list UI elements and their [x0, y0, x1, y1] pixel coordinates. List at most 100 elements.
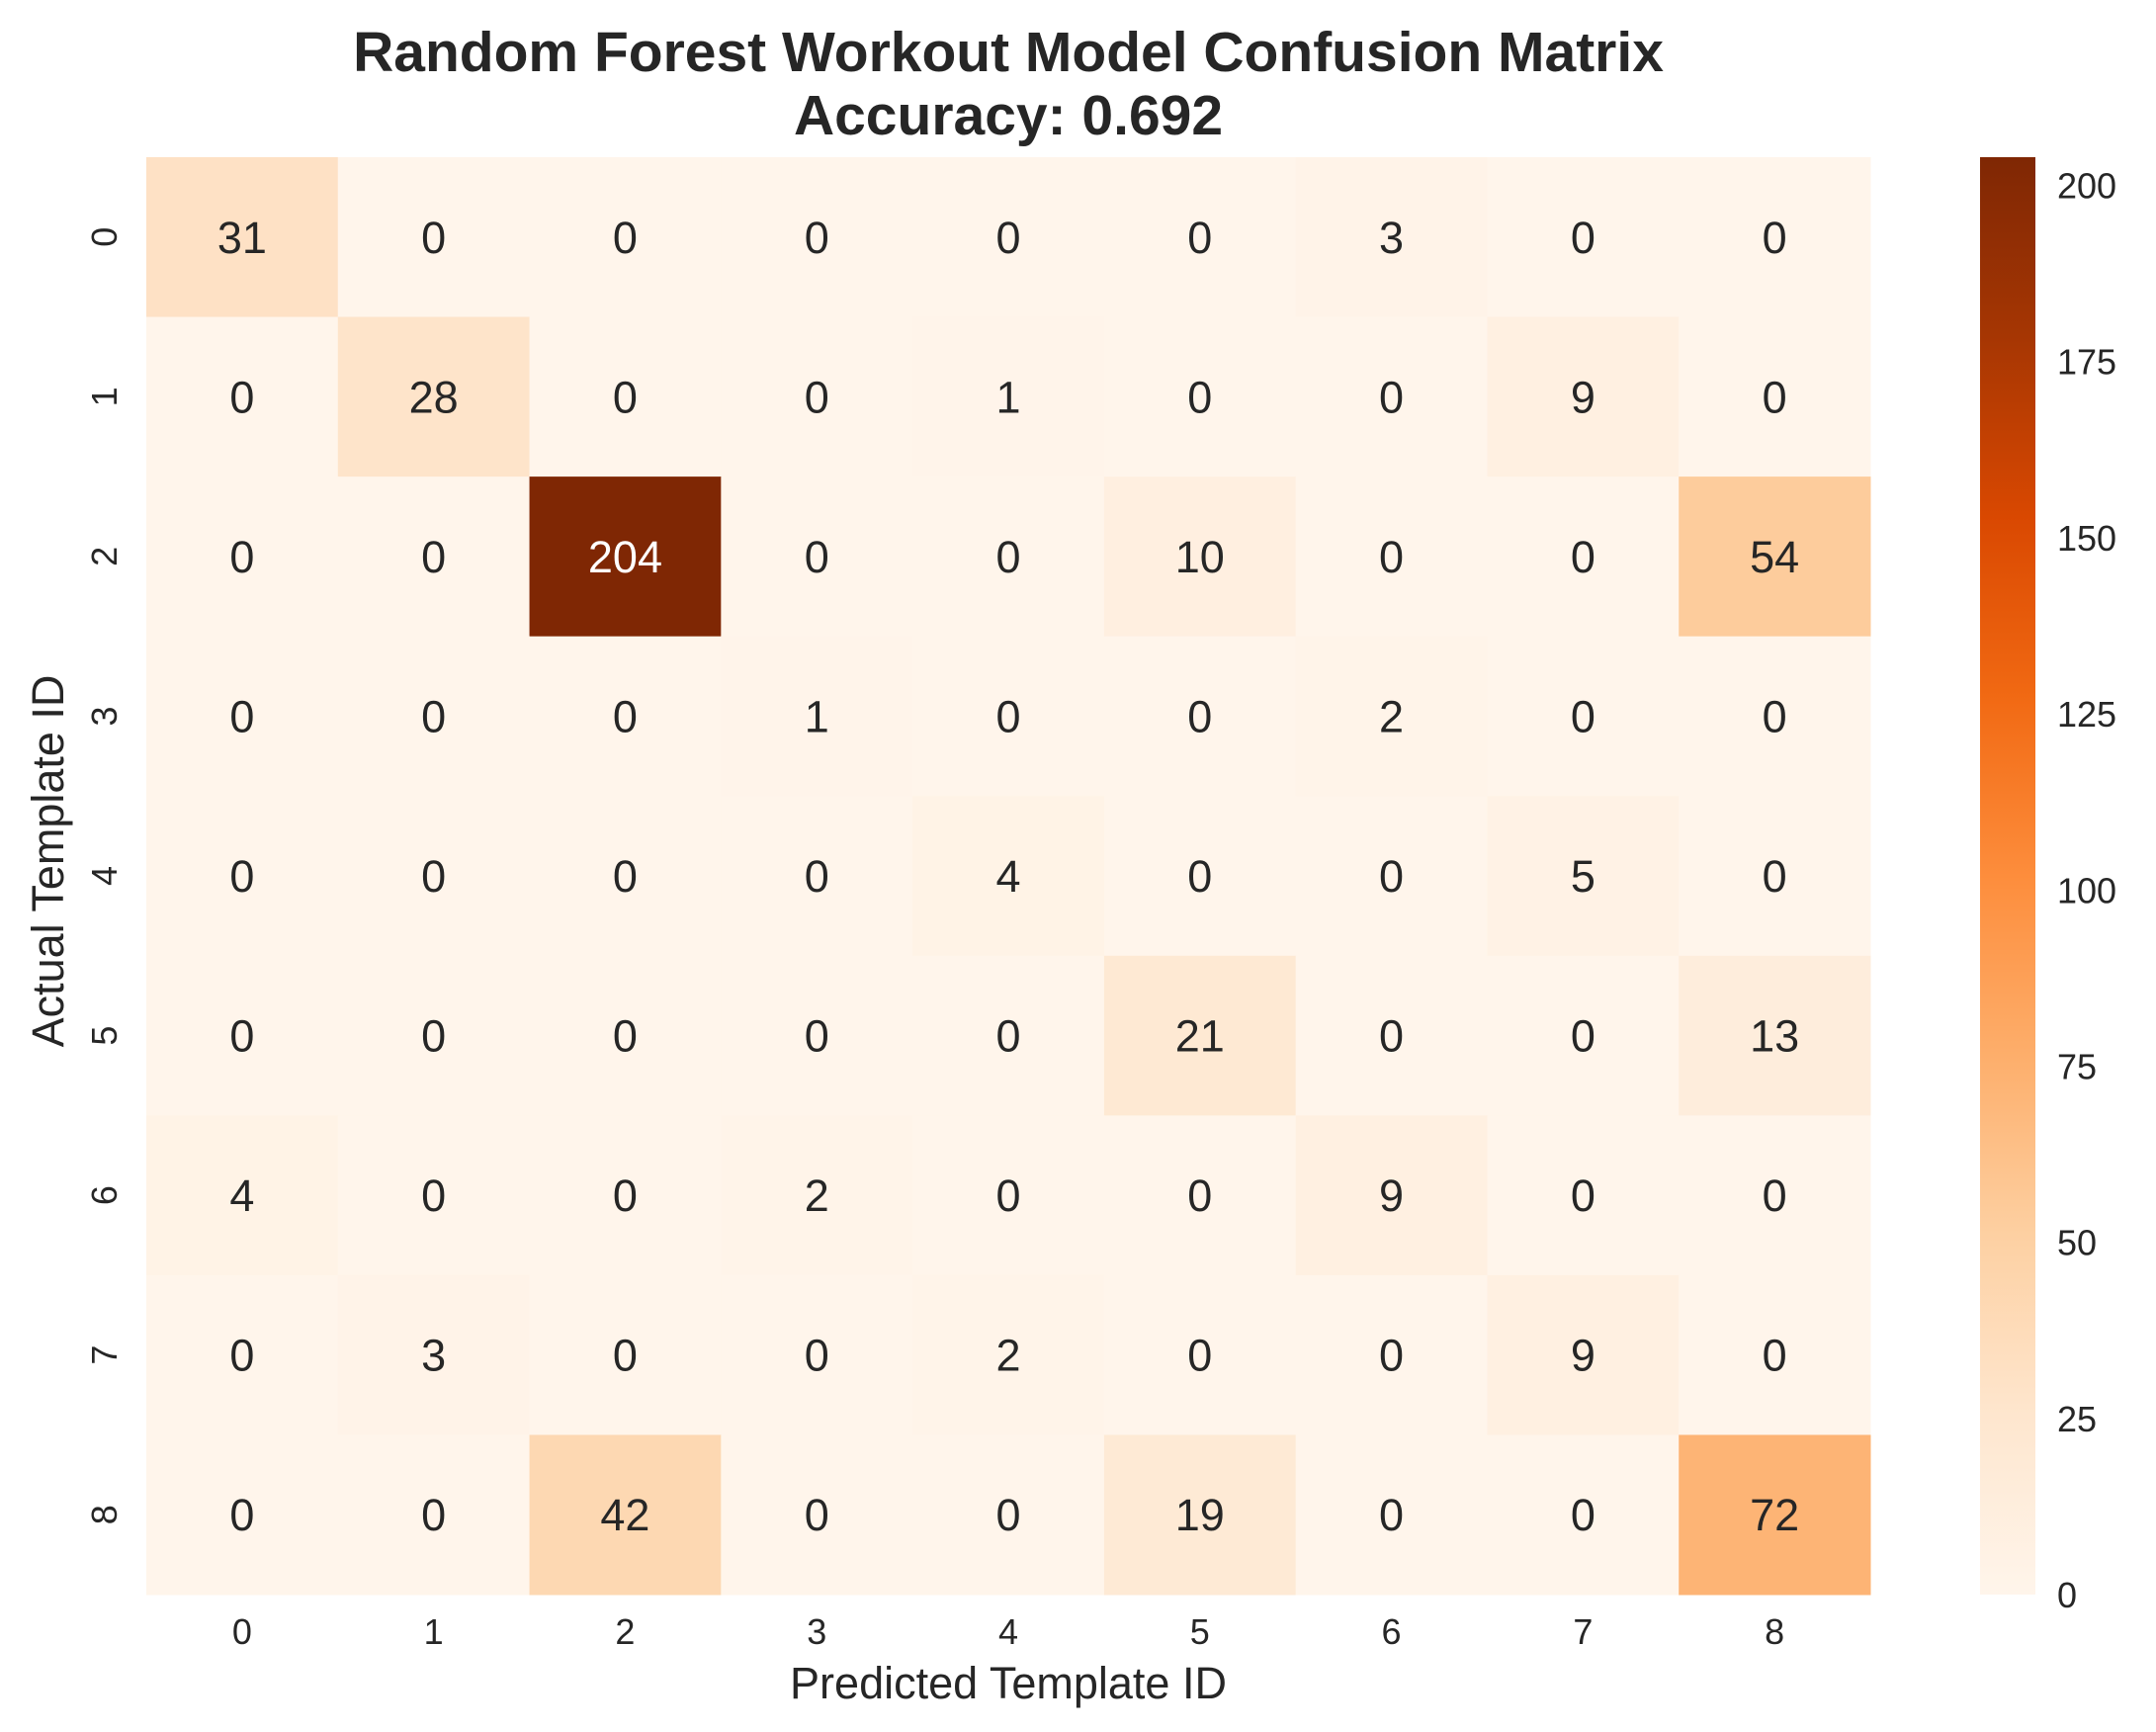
cell-value-label-0-8: 0	[1763, 213, 1787, 263]
heatmap-cell-6-8	[1679, 1115, 1871, 1276]
cell-value-label-4-3: 0	[805, 851, 829, 902]
heatmap-cell-6-2	[529, 1115, 722, 1276]
heatmap-cell-2-4	[912, 476, 1105, 638]
heatmap-cell-4-0	[146, 796, 339, 957]
colorbar-tick-label-7: 175	[2057, 342, 2116, 383]
cell-value-label-5-1: 0	[421, 1011, 446, 1062]
cell-value-label-4-4: 4	[995, 851, 1020, 902]
heatmap-cell-2-7	[1487, 476, 1680, 638]
heatmap-cell-8-6	[1295, 1434, 1488, 1596]
heatmap-cell-6-5	[1103, 1115, 1297, 1276]
heatmap-cell-2-6	[1295, 476, 1488, 638]
cell-value-label-5-8: 13	[1750, 1011, 1799, 1062]
cell-value-label-7-6: 0	[1379, 1331, 1404, 1381]
heatmap-cell-3-3	[721, 636, 913, 797]
heatmap-cell-3-8	[1679, 636, 1871, 797]
y-axis-label: Actual Template ID	[23, 675, 73, 1048]
heatmap-cell-3-0	[146, 636, 339, 797]
cell-value-label-7-5: 0	[1187, 1331, 1212, 1381]
x-tick-label-2: 2	[615, 1611, 635, 1652]
heatmap-cell-5-5	[1103, 955, 1297, 1116]
cell-value-label-0-6: 3	[1379, 213, 1404, 263]
heatmap-cell-5-1	[337, 955, 531, 1116]
cell-value-label-8-4: 0	[995, 1490, 1020, 1540]
y-tick-label-6: 6	[84, 1185, 125, 1205]
cell-value-label-7-0: 0	[229, 1331, 254, 1381]
colorbar-tick-label-3: 75	[2057, 1046, 2097, 1086]
cell-value-label-5-5: 21	[1175, 1011, 1225, 1062]
heatmap-cell-1-7	[1487, 316, 1680, 477]
cell-value-label-2-6: 0	[1379, 532, 1404, 582]
cell-value-label-1-1: 28	[409, 372, 459, 422]
cell-value-label-5-4: 0	[995, 1011, 1020, 1062]
heatmap-cell-8-7	[1487, 1434, 1680, 1596]
y-tick-label-0: 0	[84, 227, 125, 247]
heatmap-cell-6-3	[721, 1115, 913, 1276]
heatmap-cell-2-3	[721, 476, 913, 638]
y-tick-label-3: 3	[84, 706, 125, 726]
heatmap-cell-2-2	[529, 476, 722, 638]
y-tick-label-1: 1	[84, 387, 125, 406]
heatmap-cell-5-3	[721, 955, 913, 1116]
cell-value-label-3-5: 0	[1187, 691, 1212, 741]
heatmap-cell-5-7	[1487, 955, 1680, 1116]
heatmap-cell-0-7	[1487, 157, 1680, 318]
cell-value-label-8-6: 0	[1379, 1490, 1404, 1540]
heatmap-cell-5-6	[1295, 955, 1488, 1116]
heatmap-cell-8-5	[1103, 1434, 1297, 1596]
cell-value-label-4-7: 5	[1571, 851, 1595, 902]
cell-value-label-2-8: 54	[1750, 532, 1799, 582]
cell-value-label-3-4: 0	[995, 691, 1020, 741]
x-tick-label-8: 8	[1765, 1611, 1784, 1652]
heatmap-cell-8-0	[146, 1434, 339, 1596]
heatmap-cell-6-7	[1487, 1115, 1680, 1276]
cell-value-label-5-2: 0	[613, 1011, 638, 1062]
heatmap-cell-1-4	[912, 316, 1105, 477]
heatmap-cell-0-1	[337, 157, 531, 318]
cell-value-label-3-1: 0	[421, 691, 446, 741]
cell-value-label-5-7: 0	[1571, 1011, 1595, 1062]
heatmap-cell-5-4	[912, 955, 1105, 1116]
cell-value-label-2-2: 204	[588, 532, 662, 582]
cell-value-label-1-8: 0	[1763, 372, 1787, 422]
cell-value-label-1-3: 0	[805, 372, 829, 422]
heatmap-cell-6-0	[146, 1115, 339, 1276]
cell-value-label-1-2: 0	[613, 372, 638, 422]
heatmap-cell-4-4	[912, 796, 1105, 957]
cell-value-label-4-5: 0	[1187, 851, 1212, 902]
heatmap-cell-4-2	[529, 796, 722, 957]
cell-value-label-6-0: 4	[229, 1170, 254, 1221]
heatmap-cell-1-1	[337, 316, 531, 477]
heatmap-cell-5-8	[1679, 955, 1871, 1116]
cell-value-label-8-5: 19	[1175, 1490, 1225, 1540]
heatmap-cell-7-6	[1295, 1274, 1488, 1435]
cell-value-label-6-8: 0	[1763, 1170, 1787, 1221]
heatmap-cell-8-4	[912, 1434, 1105, 1596]
cell-value-label-7-8: 0	[1763, 1331, 1787, 1381]
cell-value-label-0-7: 0	[1571, 213, 1595, 263]
cell-value-label-6-4: 0	[995, 1170, 1020, 1221]
cell-value-label-7-4: 2	[995, 1331, 1020, 1381]
cell-value-label-1-6: 0	[1379, 372, 1404, 422]
cell-value-label-6-6: 9	[1379, 1170, 1404, 1221]
cell-value-label-7-3: 0	[805, 1331, 829, 1381]
cell-value-label-8-8: 72	[1750, 1490, 1799, 1540]
cell-value-label-2-4: 0	[995, 532, 1020, 582]
cell-value-label-8-2: 42	[600, 1490, 649, 1540]
colorbar-tick-labels: 0 25 50 75 100 125 150 175 200	[2057, 166, 2116, 1615]
heatmap-cell-1-8	[1679, 316, 1871, 477]
cell-value-label-3-8: 0	[1763, 691, 1787, 741]
heatmap-cell-3-6	[1295, 636, 1488, 797]
heatmap-cell-4-6	[1295, 796, 1488, 957]
cell-value-label-1-5: 0	[1187, 372, 1212, 422]
cell-value-label-7-1: 3	[421, 1331, 446, 1381]
heatmap-cell-6-4	[912, 1115, 1105, 1276]
cell-value-label-6-1: 0	[421, 1170, 446, 1221]
cell-value-label-0-2: 0	[613, 213, 638, 263]
cell-value-label-7-2: 0	[613, 1331, 638, 1381]
colorbar-tick-label-6: 150	[2057, 518, 2116, 559]
heatmap-cell-4-5	[1103, 796, 1297, 957]
heatmap-cell-7-0	[146, 1274, 339, 1435]
heatmap-cell-5-2	[529, 955, 722, 1116]
heatmap-cell-0-6	[1295, 157, 1488, 318]
